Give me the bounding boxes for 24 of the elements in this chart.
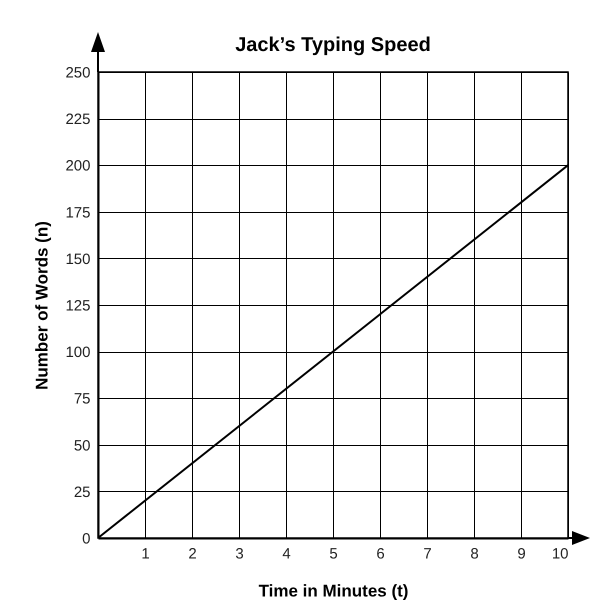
y-tick-label: 100: [65, 344, 90, 362]
x-axis-title: Time in Minutes (t): [258, 582, 408, 600]
x-tick-label: 7: [423, 546, 432, 562]
chart-title: Jack’s Typing Speed: [235, 34, 431, 56]
y-tick-label: 200: [65, 158, 90, 175]
x-tick-label: 4: [282, 546, 291, 562]
x-tick-label: 8: [470, 546, 479, 562]
y-tick-label: 250: [65, 64, 90, 82]
x-tick-label: 2: [188, 546, 197, 562]
y-axis-title: Number of Words (n): [32, 221, 52, 390]
y-tick-label: 225: [65, 111, 90, 128]
x-tick-label: 10: [552, 546, 568, 562]
y-tick-label: 0: [82, 530, 90, 548]
y-tick-label: 75: [74, 390, 90, 408]
x-tick-label: 3: [235, 546, 244, 562]
x-tick-label: 6: [376, 546, 385, 562]
y-tick-label: 50: [74, 437, 90, 454]
x-tick-label: 1: [141, 546, 150, 562]
y-tick-label: 150: [65, 250, 90, 268]
y-tick-label: 25: [74, 484, 90, 501]
x-tick-label: 5: [329, 546, 338, 562]
y-tick-label: 175: [65, 204, 90, 222]
y-tick-label: 125: [65, 298, 90, 314]
x-tick-label: 9: [517, 546, 526, 562]
